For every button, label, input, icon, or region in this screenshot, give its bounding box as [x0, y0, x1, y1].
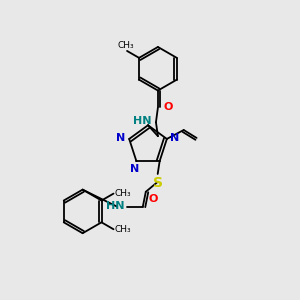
Text: O: O: [149, 194, 158, 204]
Text: CH₃: CH₃: [115, 225, 131, 234]
Text: HN: HN: [106, 201, 125, 211]
Text: N: N: [170, 133, 179, 143]
Text: CH₃: CH₃: [118, 41, 134, 50]
Text: O: O: [164, 102, 173, 112]
Text: N: N: [116, 133, 125, 143]
Text: HN: HN: [134, 116, 152, 126]
Text: S: S: [153, 176, 163, 190]
Text: N: N: [130, 164, 139, 174]
Text: CH₃: CH₃: [115, 189, 131, 198]
